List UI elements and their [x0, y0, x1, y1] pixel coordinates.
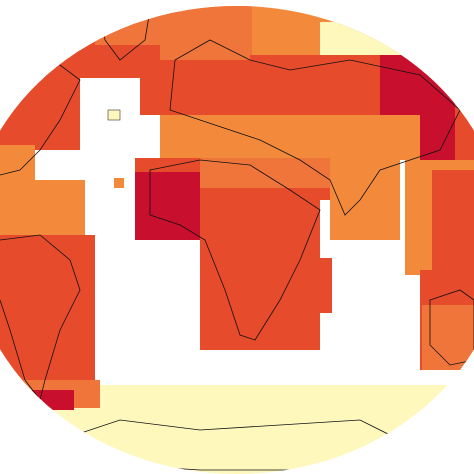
region	[0, 235, 95, 385]
region	[135, 172, 200, 240]
region	[0, 145, 35, 180]
region	[160, 115, 420, 160]
region	[0, 180, 85, 240]
region	[432, 170, 474, 270]
coastline	[429, 289, 474, 366]
region	[200, 158, 330, 188]
region	[290, 258, 332, 313]
region	[330, 160, 400, 240]
coastline	[169, 39, 461, 216]
region	[140, 60, 260, 115]
region	[422, 305, 474, 370]
region	[114, 178, 124, 188]
coastline	[99, 6, 151, 61]
coastline	[149, 159, 321, 341]
coastline	[0, 234, 81, 401]
region	[107, 109, 121, 121]
